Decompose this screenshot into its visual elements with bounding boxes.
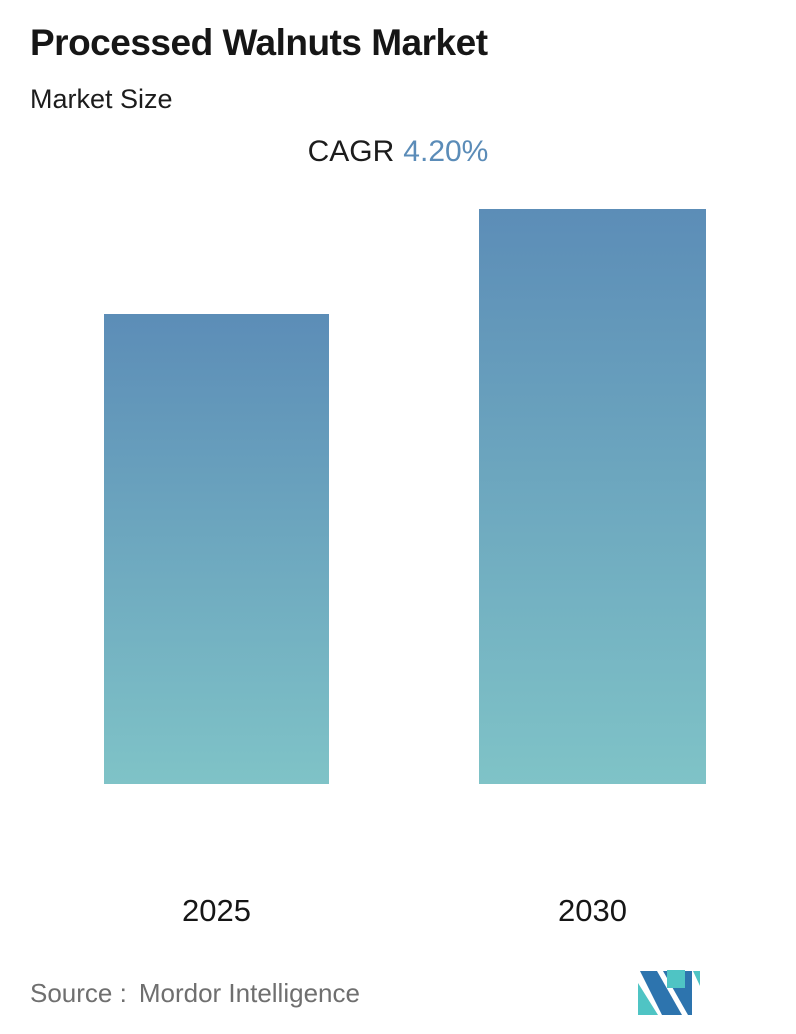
bar-label-2025: 2025: [182, 893, 251, 928]
source-value: Mordor Intelligence: [138, 978, 360, 1008]
source-line: Source : Mordor Intelligence: [30, 978, 360, 1009]
page-title: Processed Walnuts Market: [30, 22, 488, 63]
bar-2030[interactable]: [479, 209, 706, 784]
bar-2025[interactable]: [104, 314, 329, 784]
chart-subtitle: Market Size: [30, 84, 173, 114]
source-label: Source :: [30, 978, 127, 1008]
cagr-label: CAGR: [307, 135, 395, 168]
cagr-value: 4.20%: [403, 135, 489, 168]
cagr-annotation: CAGR 4.20%: [0, 135, 796, 169]
bar-label-2030: 2030: [558, 893, 627, 928]
mordor-intelligence-logo-icon[interactable]: [638, 969, 700, 1015]
bar-chart: [0, 170, 796, 930]
